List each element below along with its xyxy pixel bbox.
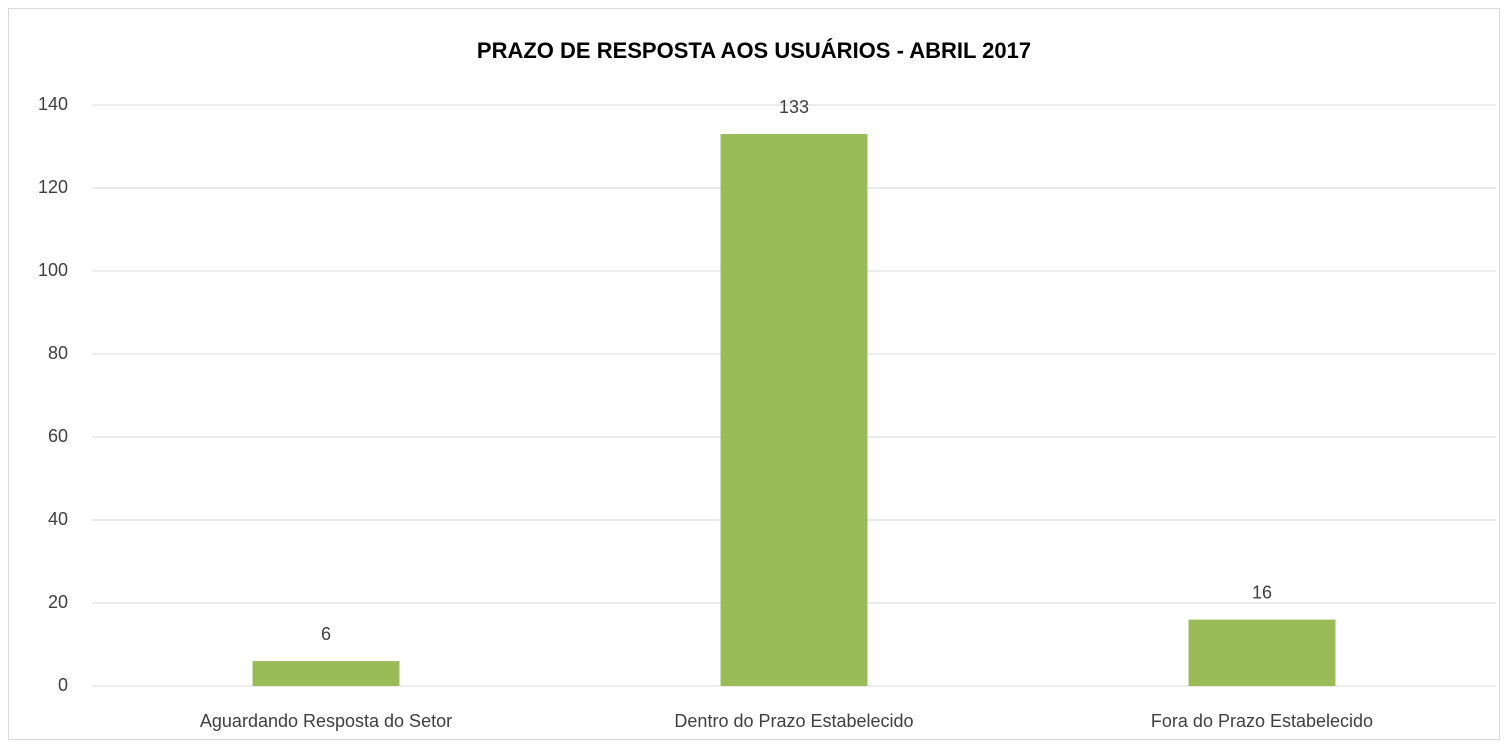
bar	[1188, 619, 1336, 686]
x-tick-label: Fora do Prazo Estabelecido	[1151, 711, 1373, 731]
y-tick-label: 40	[48, 509, 68, 529]
x-tick-label: Aguardando Resposta do Setor	[200, 711, 452, 731]
y-tick-label: 140	[38, 94, 68, 114]
bar	[720, 134, 868, 687]
y-tick-label: 20	[48, 592, 68, 612]
bar	[252, 661, 400, 686]
y-tick-label: 80	[48, 343, 68, 363]
chart-title: PRAZO DE RESPOSTA AOS USUÁRIOS - ABRIL 2…	[477, 38, 1031, 63]
y-tick-label: 60	[48, 426, 68, 446]
x-tick-label: Dentro do Prazo Estabelecido	[674, 711, 913, 731]
data-label: 133	[779, 97, 809, 117]
data-label: 16	[1252, 582, 1272, 602]
data-label: 6	[321, 624, 331, 644]
y-tick-label: 100	[38, 260, 68, 280]
y-tick-label: 120	[38, 177, 68, 197]
y-tick-label: 0	[58, 675, 68, 695]
